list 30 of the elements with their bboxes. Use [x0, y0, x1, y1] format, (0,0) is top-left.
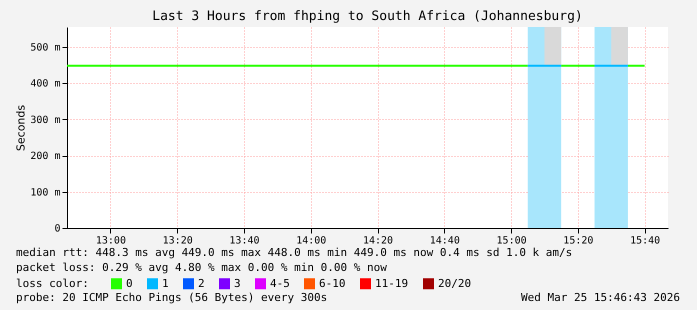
- y-axis-title: Seconds: [14, 104, 28, 152]
- legend-label: 0: [126, 276, 133, 290]
- y-tick-label: 500 m: [30, 42, 60, 54]
- x-tick-label: 13:40: [229, 236, 260, 246]
- x-tick-label: 14:20: [362, 236, 394, 246]
- text: packet loss: 0.29 % avg 4.80 % max 0.00 % min 0.00 % now: [16, 261, 388, 274]
- legend-label: 11-19: [375, 276, 408, 290]
- y-tick-label: 200 m: [30, 151, 60, 162]
- x-tick-label: 13:00: [96, 236, 126, 246]
- y-tick-label: 400 m: [30, 78, 60, 90]
- x-tick-label: 15:00: [496, 236, 527, 246]
- legend-label: 6-10: [319, 276, 346, 290]
- legend-label: 20/20: [438, 276, 472, 290]
- legend-title: loss color:: [16, 277, 89, 290]
- x-tick-label: 15:40: [630, 236, 660, 246]
- legend-label: 1: [162, 276, 169, 290]
- legend-label: 2: [198, 276, 205, 290]
- y-tick-label: 0: [54, 224, 60, 234]
- chart-title: Last 3 Hours from fhping to South Africa (Johannesburg): [152, 9, 583, 24]
- y-tick-label: 300 m: [30, 114, 60, 126]
- legend-label: 4-5: [270, 276, 290, 290]
- y-tick-label: 100 m: [30, 187, 60, 198]
- x-tick-label: 14:00: [296, 236, 326, 246]
- x-tick-label: 13:20: [162, 236, 193, 246]
- text: probe: 20 ICMP Echo Pings (56 Bytes) every 300s: [16, 291, 328, 304]
- text: Wed Mar 25 15:46:43 2026: [521, 291, 680, 304]
- x-tick-label: 15:20: [563, 236, 594, 246]
- legend-label: 3: [234, 276, 241, 290]
- text: median rtt: 448.3 ms avg 449.0 ms max 448.0 ms min 449.0 ms now 0.4 ms sd 1.0 k am/s: [16, 246, 572, 259]
- x-tick-label: 14:40: [430, 236, 460, 246]
